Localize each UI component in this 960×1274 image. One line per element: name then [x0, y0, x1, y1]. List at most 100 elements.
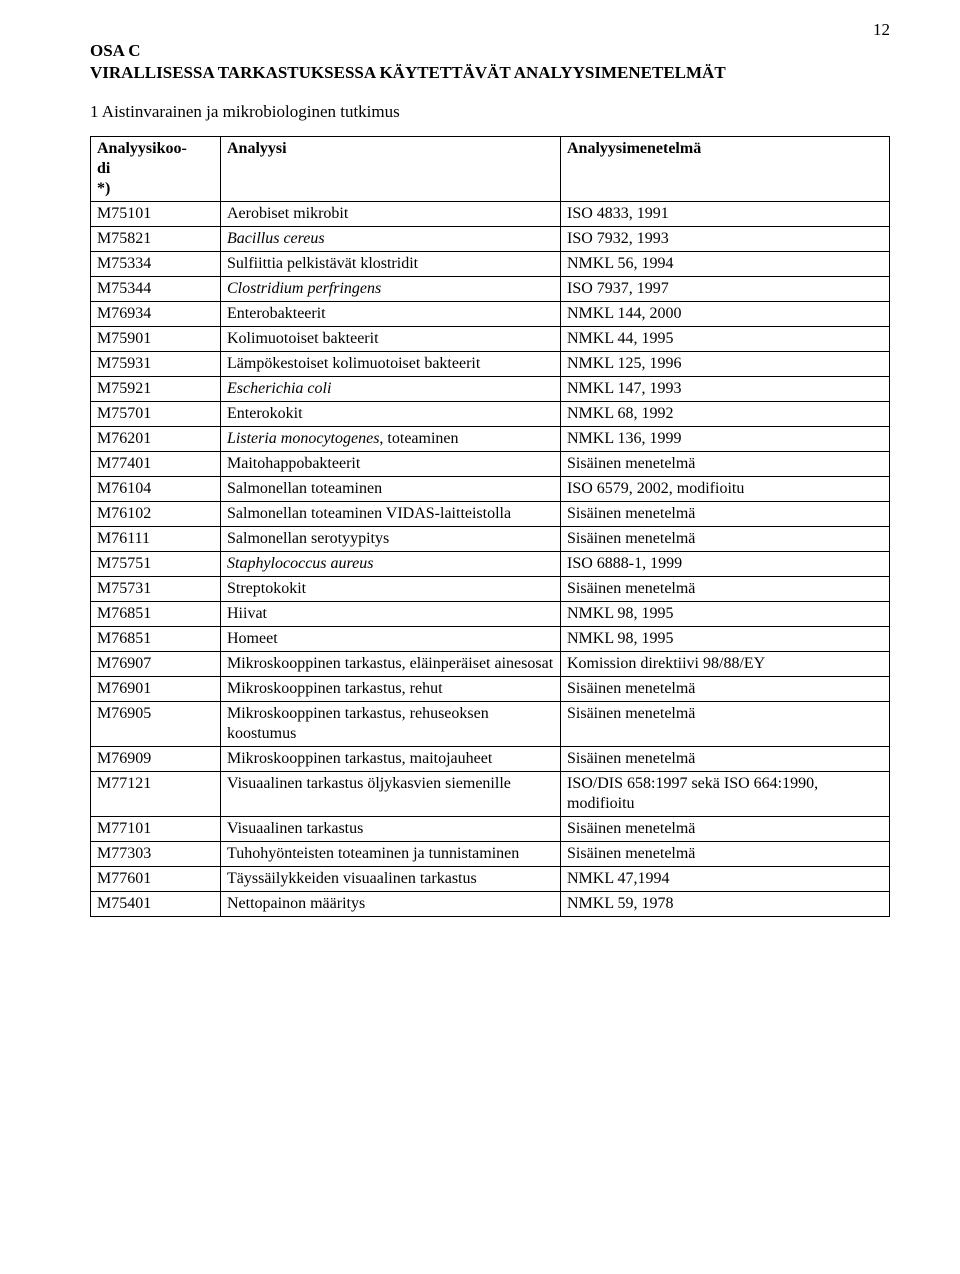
cell-code: M76201	[91, 427, 221, 452]
cell-method: Sisäinen menetelmä	[561, 577, 890, 602]
cell-analysis: Escherichia coli	[221, 377, 561, 402]
subsection-title: 1 Aistinvarainen ja mikrobiologinen tutk…	[90, 102, 890, 122]
section-heading-line2: VIRALLISESSA TARKASTUKSESSA KÄYTETTÄVÄT …	[90, 62, 890, 84]
table-row: M77101Visuaalinen tarkastusSisäinen mene…	[91, 817, 890, 842]
analysis-text: Salmonellan toteaminen VIDAS-laitteistol…	[227, 505, 511, 522]
cell-code: M75821	[91, 227, 221, 252]
table-row: M75334Sulfiittia pelkistävät klostriditN…	[91, 252, 890, 277]
analysis-text: Staphylococcus aureus	[227, 555, 373, 572]
cell-analysis: Lämpökestoiset kolimuotoiset bakteerit	[221, 352, 561, 377]
analysis-text: Mikroskooppinen tarkastus, eläinperäiset…	[227, 655, 553, 672]
analysis-text: Bacillus cereus	[227, 230, 325, 247]
analysis-text: Visuaalinen tarkastus öljykasvien siemen…	[227, 775, 511, 792]
cell-analysis: Salmonellan serotyypitys	[221, 527, 561, 552]
table-row: M75731StreptokokitSisäinen menetelmä	[91, 577, 890, 602]
analysis-text: Enterobakteerit	[227, 305, 326, 322]
cell-method: NMKL 59, 1978	[561, 892, 890, 917]
table-row: M75701EnterokokitNMKL 68, 1992	[91, 402, 890, 427]
table-row: M76851HiivatNMKL 98, 1995	[91, 602, 890, 627]
cell-code: M75701	[91, 402, 221, 427]
cell-method: Sisäinen menetelmä	[561, 527, 890, 552]
analysis-text: Nettopainon määritys	[227, 895, 365, 912]
methods-table: Analyysikoo- di *) Analyysi Analyysimene…	[90, 136, 890, 917]
analysis-text: Mikroskooppinen tarkastus, rehut	[227, 680, 443, 697]
cell-code: M76851	[91, 627, 221, 652]
analysis-text: Clostridium perfringens	[227, 280, 381, 297]
analysis-text: Mikroskooppinen tarkastus, maitojauheet	[227, 750, 492, 767]
analysis-text: Escherichia coli	[227, 380, 331, 397]
cell-method: NMKL 147, 1993	[561, 377, 890, 402]
cell-method: Sisäinen menetelmä	[561, 702, 890, 747]
cell-analysis: Listeria monocytogenes, toteaminen	[221, 427, 561, 452]
cell-code: M75101	[91, 202, 221, 227]
cell-code: M77303	[91, 842, 221, 867]
cell-method: ISO 7937, 1997	[561, 277, 890, 302]
cell-method: Sisäinen menetelmä	[561, 747, 890, 772]
cell-method: Sisäinen menetelmä	[561, 817, 890, 842]
analysis-text: Sulfiittia pelkistävät klostridit	[227, 255, 418, 272]
table-row: M76104Salmonellan toteaminenISO 6579, 20…	[91, 477, 890, 502]
col-header-method: Analyysimenetelmä	[561, 137, 890, 202]
analysis-text: Kolimuotoiset bakteerit	[227, 330, 379, 347]
table-row: M75901 Kolimuotoiset bakteerit NMKL 44, 19…	[91, 327, 890, 352]
table-row: M76111 Salmonellan serotyypitys Sisäinen m…	[91, 527, 890, 552]
cell-analysis: Homeet	[221, 627, 561, 652]
col-header-analysis: Analyysi	[221, 137, 561, 202]
analysis-text: Salmonellan toteaminen	[227, 480, 382, 497]
cell-analysis: Enterobakteerit	[221, 302, 561, 327]
analysis-text: Täyssäilykkeiden visuaalinen tarkastus	[227, 870, 477, 887]
cell-code: M75334	[91, 252, 221, 277]
analysis-text: Maitohappobakteerit	[227, 455, 360, 472]
cell-analysis: Hiivat	[221, 602, 561, 627]
table-row: M76851HomeetNMKL 98, 1995	[91, 627, 890, 652]
cell-code: M76905	[91, 702, 221, 747]
cell-code: M75731	[91, 577, 221, 602]
cell-analysis: Visuaalinen tarkastus	[221, 817, 561, 842]
cell-method: NMKL 98, 1995	[561, 602, 890, 627]
cell-method: Sisäinen menetelmä	[561, 452, 890, 477]
cell-analysis: Kolimuotoiset bakteerit	[221, 327, 561, 352]
cell-method: ISO/DIS 658:1997 sekä ISO 664:1990, modi…	[561, 772, 890, 817]
cell-code: M76901	[91, 677, 221, 702]
cell-method: ISO 4833, 1991	[561, 202, 890, 227]
cell-code: M76111	[91, 527, 221, 552]
document-page: 12 OSA C VIRALLISESSA TARKASTUKSESSA KÄY…	[0, 0, 960, 1274]
cell-method: NMKL 44, 1995	[561, 327, 890, 352]
cell-method: Sisäinen menetelmä	[561, 677, 890, 702]
cell-analysis: Tuhohyönteisten toteaminen ja tunnistami…	[221, 842, 561, 867]
cell-method: NMKL 125, 1996	[561, 352, 890, 377]
cell-code: M77401	[91, 452, 221, 477]
cell-method: NMKL 68, 1992	[561, 402, 890, 427]
table-row: M76934EnterobakteeritNMKL 144, 2000	[91, 302, 890, 327]
cell-method: Sisäinen menetelmä	[561, 502, 890, 527]
table-row: M75344Clostridium perfringensISO 7937, 1…	[91, 277, 890, 302]
table-row: M75821 Bacillus cereus ISO 7932, 1993	[91, 227, 890, 252]
cell-analysis: Staphylococcus aureus	[221, 552, 561, 577]
table-row: M75921 Escherichia coli NMKL 147, 1993	[91, 377, 890, 402]
cell-code: M75901	[91, 327, 221, 352]
cell-code: M76907	[91, 652, 221, 677]
table-row: M76102Salmonellan toteaminen VIDAS-laitt…	[91, 502, 890, 527]
cell-method: ISO 6579, 2002, modifioitu	[561, 477, 890, 502]
cell-method: ISO 6888-1, 1999	[561, 552, 890, 577]
table-row: M77601 Täyssäilykkeiden visuaalinen tarka…	[91, 867, 890, 892]
cell-analysis: Sulfiittia pelkistävät klostridit	[221, 252, 561, 277]
cell-method: Komission direktiivi 98/88/EY	[561, 652, 890, 677]
cell-code: M77601	[91, 867, 221, 892]
table-row: M76905Mikroskooppinen tarkastus, rehuseo…	[91, 702, 890, 747]
table-header-row: Analyysikoo- di *) Analyysi Analyysimene…	[91, 137, 890, 202]
cell-method: ISO 7932, 1993	[561, 227, 890, 252]
table-row: M77401 Maitohappobakteerit Sisäinen menete…	[91, 452, 890, 477]
analysis-text: Salmonellan serotyypitys	[227, 530, 389, 547]
table-row: M77121Visuaalinen tarkastus öljykasvien …	[91, 772, 890, 817]
analysis-text: Tuhohyönteisten toteaminen ja tunnistami…	[227, 845, 519, 862]
table-row: M75751Staphylococcus aureusISO 6888-1, 1…	[91, 552, 890, 577]
cell-analysis: Maitohappobakteerit	[221, 452, 561, 477]
cell-analysis: Mikroskooppinen tarkastus, rehut	[221, 677, 561, 702]
table-row: M77303 Tuhohyönteisten toteaminen ja tunn…	[91, 842, 890, 867]
cell-analysis: Täyssäilykkeiden visuaalinen tarkastus	[221, 867, 561, 892]
cell-code: M75921	[91, 377, 221, 402]
cell-method: NMKL 136, 1999	[561, 427, 890, 452]
cell-analysis: Enterokokit	[221, 402, 561, 427]
analysis-text: Aerobiset mikrobit	[227, 205, 348, 222]
